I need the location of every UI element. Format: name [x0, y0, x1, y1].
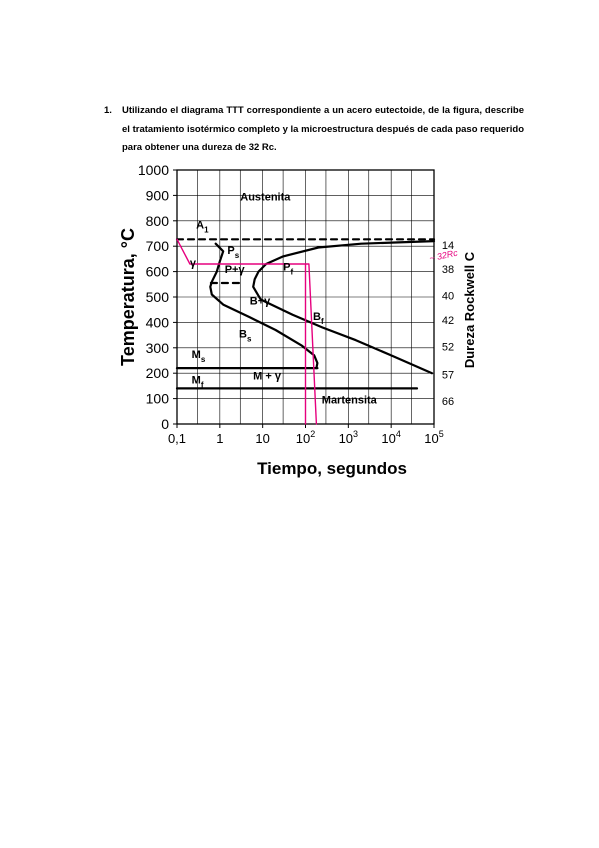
chart-labels: 0 100 200 300 400 500 600 700 800 900 1000 0,1 1 10 10…	[138, 162, 459, 446]
region-label: γ	[190, 258, 197, 270]
series-treatment_path	[176, 238, 318, 425]
region-label: P+γ	[225, 264, 246, 276]
y-tick-label: 400	[146, 314, 170, 330]
hardness-label: 42	[442, 315, 454, 327]
handwritten-annotation: ~ 32Rc	[428, 248, 459, 264]
region-label: Mf	[192, 374, 204, 389]
region-label: Pf	[283, 261, 293, 276]
region-label: Austenita	[240, 191, 291, 203]
y-tick-label: 600	[146, 264, 170, 280]
question-number: 1.	[104, 105, 112, 116]
y-tick-label: 300	[146, 340, 170, 356]
y-tick-label: 100	[146, 391, 170, 407]
hardness-label: 52	[442, 342, 454, 354]
hardness-label: 57	[442, 369, 454, 381]
region-label: M + γ	[253, 371, 282, 383]
region-label: B+γ	[250, 296, 271, 308]
region-label: Ms	[192, 349, 206, 364]
exercise-question: 1. Utilizando el diagrama TTT correspond…	[104, 102, 524, 158]
y-tick-label: 500	[146, 289, 170, 305]
y-axis-title: Temperatura, °C	[118, 228, 138, 366]
y-tick-label: 800	[146, 213, 170, 229]
y-tick-label: 700	[146, 238, 170, 254]
question-text: Utilizando el diagrama TTT correspondien…	[122, 105, 524, 153]
x-tick-label: 0,1	[168, 431, 186, 446]
y-tick-label: 200	[146, 365, 170, 381]
x-axis-title: Tiempo, segundos	[257, 459, 407, 478]
region-label: Bf	[313, 311, 324, 326]
hardness-label: 14	[442, 240, 454, 252]
region-label: A1	[196, 219, 209, 234]
y-tick-label: 1000	[138, 162, 169, 178]
region-label: Bs	[239, 329, 252, 344]
x-tick-label: 103	[339, 429, 358, 446]
x-tick-label: 102	[296, 429, 315, 446]
hardness-label: 66	[442, 396, 454, 408]
y-tick-label: 900	[146, 187, 170, 203]
x-tick-label: 10	[255, 431, 269, 446]
x-tick-label: 104	[381, 429, 400, 446]
region-label: Martensita	[322, 395, 378, 407]
series-start_curve	[209, 242, 319, 370]
y-tick-label: 0	[161, 416, 169, 432]
chart-curves	[175, 238, 436, 425]
series-finish_curve	[252, 240, 436, 375]
x-tick-label: 105	[424, 429, 443, 446]
region-label: Ps	[227, 245, 239, 260]
hardness-label: 40	[442, 291, 454, 303]
right-axis-title: Dureza Rockwell C	[462, 251, 477, 368]
x-tick-label: 1	[216, 431, 223, 446]
hardness-label: 38	[442, 264, 454, 276]
